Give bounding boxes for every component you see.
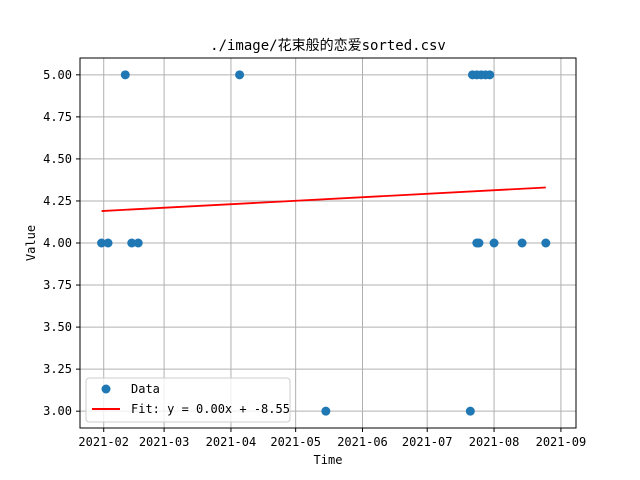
y-tick-label: 3.50	[43, 320, 72, 334]
y-tick-label: 3.00	[43, 404, 72, 418]
chart-title: ./image/花束般的恋爱sorted.csv	[210, 37, 446, 54]
x-tick-label: 2021-08	[469, 435, 520, 449]
data-point	[489, 238, 499, 248]
legend-label-fit: Fit: y = 0.00x + -8.55	[131, 402, 290, 416]
x-tick-label: 2021-09	[536, 435, 587, 449]
legend: Data Fit: y = 0.00x + -8.55	[85, 377, 291, 423]
y-tick-label: 4.25	[43, 194, 72, 208]
data-point	[235, 70, 245, 80]
y-axis-label: Value	[24, 225, 38, 261]
data-point	[133, 238, 143, 248]
x-tick-label: 2021-06	[337, 435, 388, 449]
fit-line	[101, 186, 546, 212]
data-points	[97, 70, 551, 416]
x-tick-label: 2021-05	[270, 435, 321, 449]
y-tick-label: 4.75	[43, 110, 72, 124]
legend-marker-data	[101, 384, 111, 394]
data-point	[474, 238, 484, 248]
data-point	[465, 406, 475, 416]
y-tick-label: 5.00	[43, 68, 72, 82]
y-tick-label: 4.50	[43, 152, 72, 166]
legend-label-data: Data	[131, 382, 160, 396]
data-point	[517, 238, 527, 248]
x-axis-ticks: 2021-02 2021-03 2021-04 2021-05 2021-06 2021-…	[78, 428, 586, 449]
x-axis-label: Time	[314, 453, 343, 467]
data-point	[97, 238, 107, 248]
data-point	[541, 238, 551, 248]
x-tick-label: 2021-07	[402, 435, 453, 449]
x-tick-label: 2021-02	[78, 435, 129, 449]
y-tick-label: 3.25	[43, 362, 72, 376]
y-tick-label: 4.00	[43, 236, 72, 250]
data-point	[120, 70, 130, 80]
legend-box	[85, 377, 291, 423]
y-tick-label: 3.75	[43, 278, 72, 292]
fit-line-layer	[101, 186, 546, 212]
x-tick-label: 2021-03	[139, 435, 190, 449]
data-point	[127, 238, 137, 248]
data-point	[321, 406, 331, 416]
data-point	[103, 238, 113, 248]
data-point	[485, 70, 495, 80]
x-tick-label: 2021-04	[206, 435, 257, 449]
y-axis-ticks: 3.00 3.25 3.50 3.75 4.00 4.25 4.50 4.75 5.00	[43, 68, 80, 418]
